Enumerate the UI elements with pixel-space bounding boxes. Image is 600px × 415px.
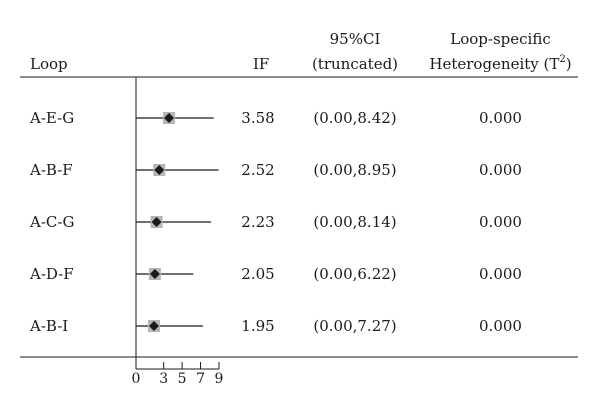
row-heterogeneity-value: 0.000	[479, 109, 522, 127]
x-tick-label: 9	[214, 371, 224, 387]
row-if-value: 2.52	[241, 161, 275, 179]
point-estimate-diamond	[151, 217, 162, 227]
x-tick-label: 3	[159, 371, 169, 387]
row-loop-label: A-B-I	[30, 317, 69, 335]
row-loop-label: A-E-G	[30, 109, 75, 127]
header-ci-line1: 95%CI	[329, 30, 381, 48]
header-het-line1: Loop-specific	[450, 30, 551, 48]
header-loop: Loop	[30, 55, 68, 73]
point-estimate-diamond	[164, 113, 175, 123]
row-loop-label: A-B-F	[30, 161, 73, 179]
point-estimate-diamond	[149, 269, 160, 279]
row-heterogeneity-value: 0.000	[479, 161, 522, 179]
x-tick-label: 5	[177, 371, 187, 387]
row-if-value: 2.05	[241, 265, 275, 283]
x-tick-label: 7	[196, 371, 205, 387]
point-estimate-diamond	[154, 165, 165, 175]
header-ci-line2: (truncated)	[311, 55, 399, 73]
header-het-sup: 2	[559, 54, 566, 65]
point-estimate-diamond	[148, 321, 159, 331]
row-if-value: 1.95	[241, 317, 275, 335]
row-ci-value: (0.00,8.42)	[313, 109, 397, 127]
row-ci-value: (0.00,6.22)	[313, 265, 397, 283]
row-heterogeneity-value: 0.000	[479, 265, 522, 283]
row-heterogeneity-value: 0.000	[479, 213, 522, 231]
row-ci-value: (0.00,8.95)	[313, 161, 397, 179]
row-loop-label: A-C-G	[30, 213, 75, 231]
header-het-prefix: Heterogeneity (T	[429, 55, 560, 73]
row-loop-label: A-D-F	[30, 265, 74, 283]
header-if: IF	[253, 55, 270, 73]
row-ci-value: (0.00,8.14)	[313, 213, 397, 231]
row-if-value: 3.58	[241, 109, 275, 127]
row-if-value: 2.23	[241, 213, 275, 231]
header-het-line2: Heterogeneity (T2)	[418, 54, 583, 74]
row-ci-value: (0.00,7.27)	[313, 317, 397, 335]
header-het-suffix: )	[565, 55, 572, 73]
row-heterogeneity-value: 0.000	[479, 317, 522, 335]
x-tick-label: 0	[131, 371, 141, 387]
